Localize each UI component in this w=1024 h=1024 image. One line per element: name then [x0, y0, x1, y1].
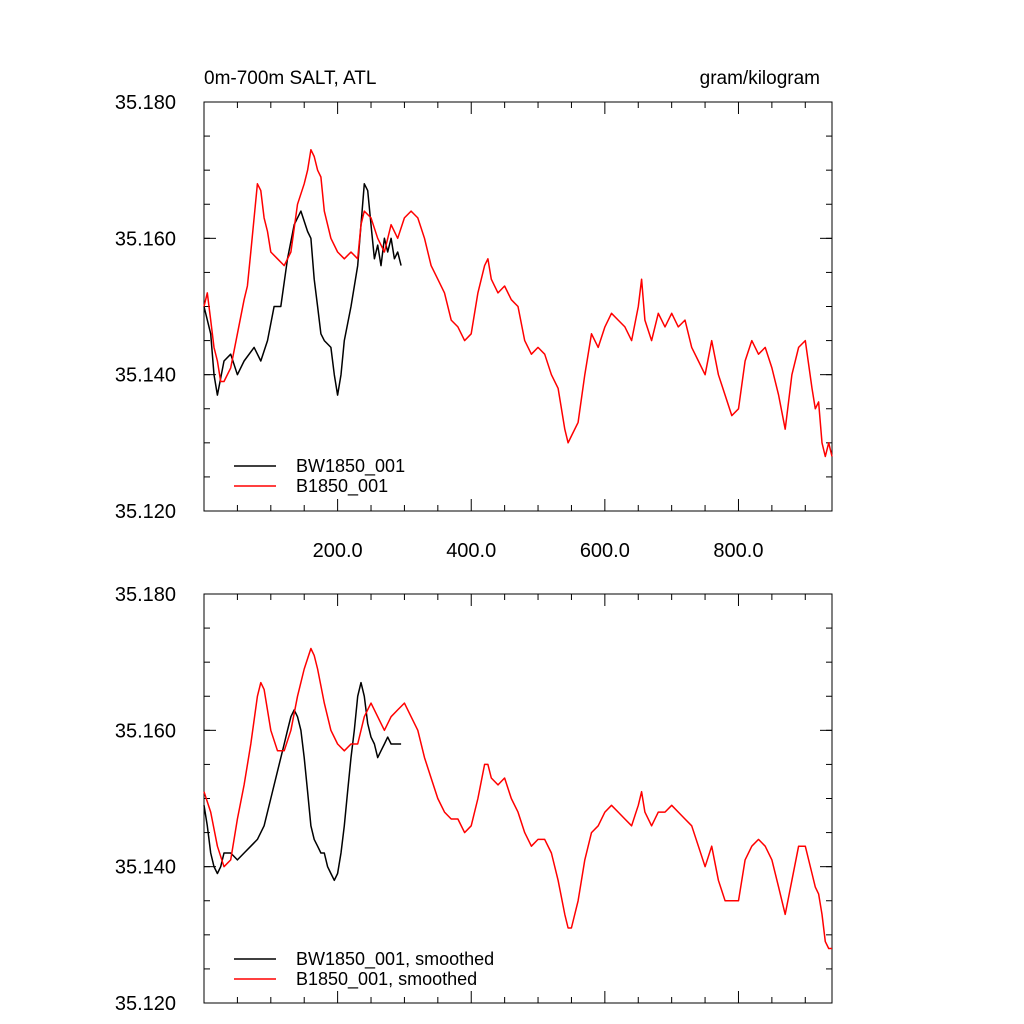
y-tick-label: 35.180: [115, 92, 176, 114]
y-tick-label: 35.140: [115, 857, 176, 879]
y-tick-label: 35.160: [115, 228, 176, 250]
x-tick-label: 800.0: [713, 540, 763, 562]
x-tick-label: 400.0: [446, 540, 496, 562]
series-line-b1850-001-smoothed: [203, 647, 832, 950]
legend-label: B1850_001, smoothed: [296, 969, 477, 990]
y-tick-label: 35.180: [115, 584, 176, 606]
plot-frame: [203, 593, 833, 1004]
series-line-b1850-001: [203, 148, 833, 458]
bottom-panel: 35.120 35.140 35.160 35.180 BW1850_001, smoo…: [115, 584, 833, 1015]
top-panel: 35.120 35.140 35.160 35.180 200.0 400.0 600.0 8…: [115, 92, 833, 562]
y-tick-label: 35.160: [115, 720, 176, 742]
legend-label: BW1850_001: [296, 456, 405, 477]
x-tick-label: 600.0: [580, 540, 630, 562]
x-tick-label: 200.0: [313, 540, 363, 562]
y-tick-label: 35.140: [115, 365, 176, 387]
legend-label: B1850_001: [296, 476, 388, 497]
y-tick-label: 35.120: [115, 501, 176, 523]
series-line-bw1850-001: [203, 183, 402, 396]
legend-label: BW1850_001, smoothed: [296, 949, 494, 970]
y-tick-label: 35.120: [115, 993, 176, 1015]
chart-units: gram/kilogram: [700, 68, 820, 89]
chart-title: 0m-700m SALT, ATL: [204, 68, 376, 89]
series-line-bw1850-001-smoothed: [203, 681, 402, 882]
